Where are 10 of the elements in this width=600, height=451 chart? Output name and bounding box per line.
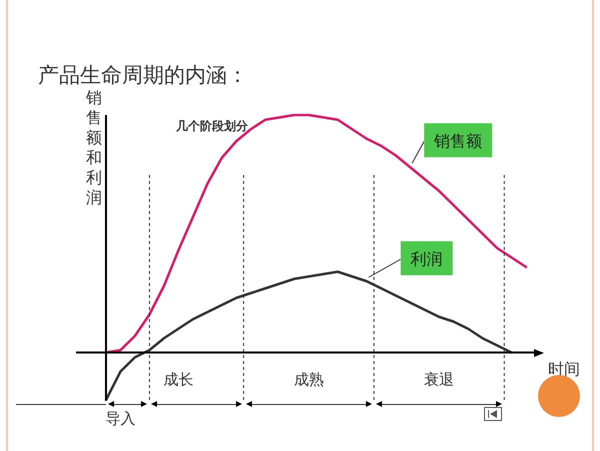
legend-label: 利润 <box>410 249 443 268</box>
x-tick-label: 成熟 <box>294 370 324 388</box>
x-axis-title: 时间 <box>548 360 580 378</box>
series-label: 销售额 <box>433 131 482 150</box>
x-tick-label: 导入 <box>105 410 136 428</box>
y-axis-title: 销售额和利润 <box>85 88 102 207</box>
chart-title: 产品生命周期的内涵： <box>38 63 248 87</box>
x-tick-label: 衰退 <box>424 370 454 388</box>
x-tick-label: 成长 <box>163 370 194 388</box>
chart-subtitle: 几个阶段划分 <box>175 119 249 133</box>
